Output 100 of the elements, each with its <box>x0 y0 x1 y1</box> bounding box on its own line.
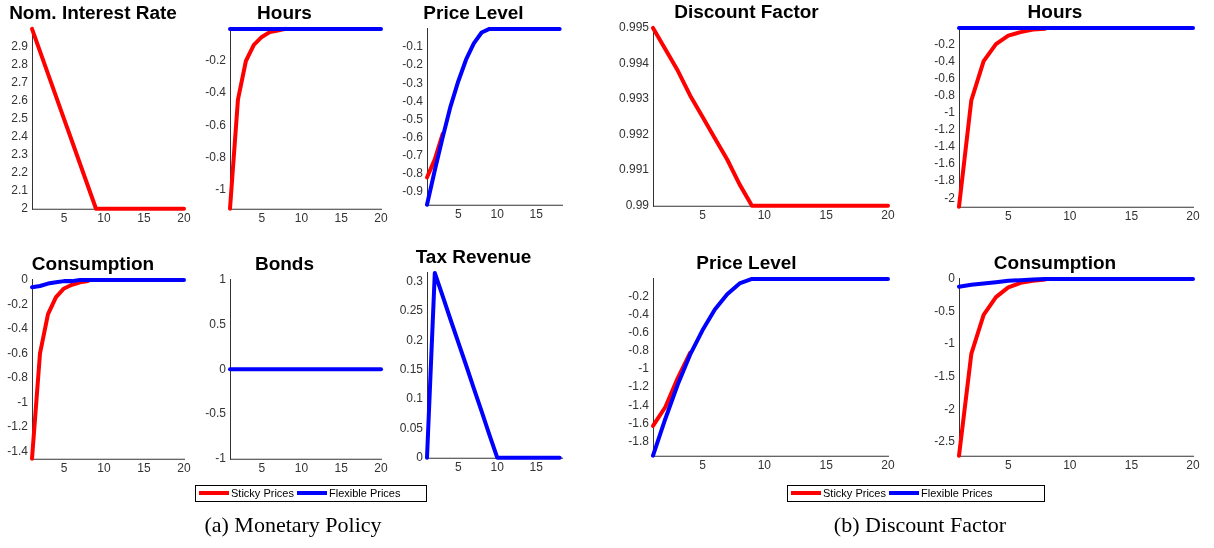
y-tick-label: -1 <box>944 336 956 351</box>
y-tick-label: -0.6 <box>628 325 650 340</box>
chart-title: Price Level <box>423 1 524 23</box>
y-tick-label: 2.4 <box>11 129 29 144</box>
y-tick-label: 2.2 <box>11 165 29 180</box>
y-tick-label: 0 <box>21 272 29 287</box>
x-tick-label: 15 <box>137 461 151 476</box>
x-tick-label: 10 <box>757 458 772 473</box>
x-tick-label: 15 <box>334 211 349 226</box>
y-tick-label: 2 <box>21 201 29 216</box>
x-tick-label: 10 <box>490 207 505 222</box>
legend-label: Flexible Prices <box>328 487 401 500</box>
y-tick-label: 2.1 <box>11 183 29 198</box>
y-tick-label: -0.8 <box>934 88 956 103</box>
y-tick-label: -0.4 <box>934 54 956 69</box>
y-tick-label: 0.991 <box>618 162 650 177</box>
y-tick-label: -0.2 <box>7 296 29 311</box>
x-tick-label: 10 <box>294 461 309 476</box>
chart-title: Nom. Interest Rate <box>9 1 177 23</box>
legend-label: Sticky Prices <box>231 487 294 500</box>
x-tick-label: 20 <box>374 211 388 226</box>
y-tick-label: -1.4 <box>7 443 29 458</box>
y-tick-label: -1.6 <box>628 415 650 430</box>
y-tick-label: 0 <box>948 271 956 286</box>
y-tick-label: 0.5 <box>209 317 227 332</box>
y-tick-label: 0.993 <box>618 91 650 106</box>
y-tick-label: -1.2 <box>7 419 29 434</box>
y-tick-label: -0.6 <box>934 71 956 86</box>
x-tick-label: 5 <box>60 211 68 226</box>
y-tick-label: 0.992 <box>618 127 650 142</box>
chart-title: Bonds <box>254 252 315 274</box>
y-tick-label: 1 <box>219 272 227 287</box>
y-tick-label: -0.8 <box>7 370 29 385</box>
y-tick-label: -0.2 <box>402 57 424 72</box>
y-tick-label: 2.6 <box>11 93 29 108</box>
y-tick-label: 0 <box>416 450 424 465</box>
x-tick-label: 5 <box>258 461 266 476</box>
text: (a) Monetary Policy <box>204 511 382 538</box>
y-tick-label: -1.4 <box>934 139 956 154</box>
y-tick-label: -1.5 <box>934 369 956 384</box>
x-tick-label: 20 <box>1186 458 1200 473</box>
y-tick-label: -1.6 <box>934 156 956 171</box>
y-tick-label: -0.4 <box>402 93 424 108</box>
chart-title: Discount Factor <box>674 0 820 22</box>
x-tick-label: 15 <box>334 461 349 476</box>
x-tick-label: 5 <box>258 211 266 226</box>
y-tick-label: -2.5 <box>934 434 956 449</box>
y-tick-label: 0.15 <box>399 362 424 377</box>
x-tick-label: 10 <box>1063 458 1077 473</box>
y-tick-label: -0.2 <box>205 53 227 68</box>
x-tick-label: 15 <box>1124 458 1139 473</box>
chart-title: Consumption <box>31 252 155 274</box>
x-tick-label: 10 <box>757 208 772 223</box>
x-tick-label: 15 <box>137 211 151 226</box>
x-tick-label: 20 <box>1186 209 1200 224</box>
y-tick-label: -0.9 <box>402 184 424 199</box>
y-tick-label: 0 <box>219 361 227 376</box>
y-tick-label: -0.2 <box>628 289 650 304</box>
y-tick-label: -1.2 <box>628 379 650 394</box>
y-tick-label: 0.1 <box>406 391 424 406</box>
y-tick-label: -1.8 <box>934 173 956 188</box>
x-tick-label: 15 <box>1124 209 1139 224</box>
y-tick-label: 2.7 <box>11 75 29 90</box>
y-tick-label: -0.6 <box>7 345 29 360</box>
x-tick-label: 5 <box>699 208 707 223</box>
x-tick-label: 20 <box>374 461 388 476</box>
y-tick-label: 0.994 <box>618 55 650 70</box>
x-tick-label: 15 <box>819 458 834 473</box>
y-tick-label: -0.7 <box>402 148 424 163</box>
y-tick-label: -1 <box>215 181 227 196</box>
y-tick-label: -1.8 <box>628 433 650 448</box>
x-tick-label: 15 <box>529 207 544 222</box>
y-tick-label: -0.3 <box>402 75 424 90</box>
x-tick-label: 5 <box>454 460 462 475</box>
y-tick-label: -0.6 <box>205 117 227 132</box>
y-tick-label: -0.1 <box>402 39 424 54</box>
y-tick-label: -1.2 <box>934 122 956 137</box>
y-tick-label: -1 <box>638 361 650 376</box>
y-tick-label: 0.2 <box>406 332 424 347</box>
x-tick-label: 5 <box>60 461 68 476</box>
y-tick-label: -2 <box>944 401 956 416</box>
y-tick-label: -1 <box>17 394 29 409</box>
x-tick-label: 10 <box>97 461 111 476</box>
x-tick-label: 10 <box>1063 209 1077 224</box>
y-tick-label: 2.3 <box>11 147 29 162</box>
legend-label: Sticky Prices <box>823 487 886 500</box>
y-tick-label: -0.5 <box>934 304 956 319</box>
text: (b) Discount Factor <box>833 511 1007 538</box>
y-tick-label: 0.99 <box>625 198 650 213</box>
x-tick-label: 15 <box>819 208 834 223</box>
y-tick-label: 0.3 <box>406 274 424 289</box>
chart-title: Hours <box>257 1 312 23</box>
x-tick-label: 20 <box>177 461 191 476</box>
y-tick-label: 0.995 <box>618 20 650 35</box>
y-tick-label: 2.8 <box>11 57 29 72</box>
x-tick-label: 20 <box>881 458 895 473</box>
legend-label: Flexible Prices <box>920 487 993 500</box>
x-tick-label: 5 <box>454 207 462 222</box>
x-tick-label: 5 <box>699 458 707 473</box>
y-tick-label: -0.5 <box>402 112 424 127</box>
